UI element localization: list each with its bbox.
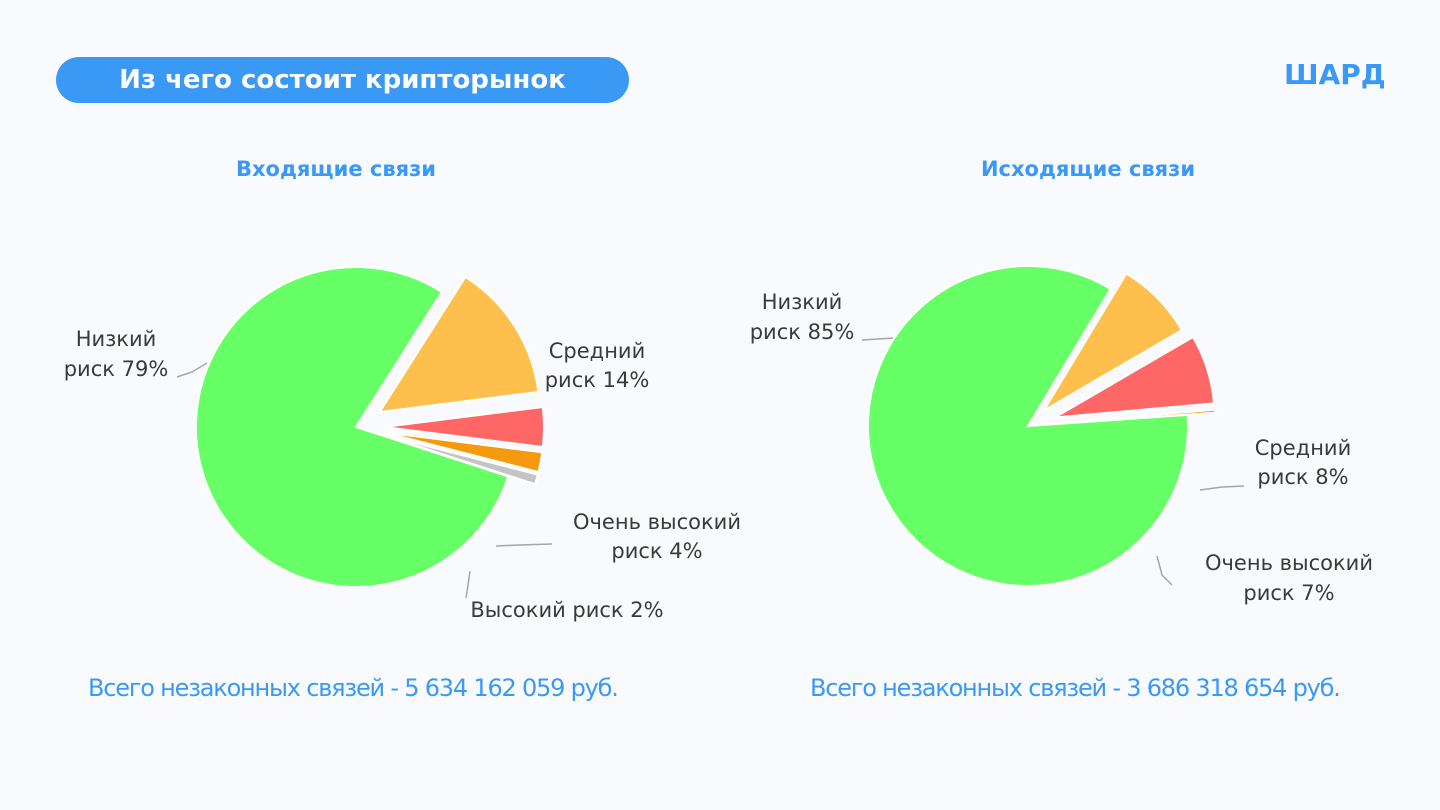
pie-slice-0-1 bbox=[377, 275, 540, 414]
pie-slice-0-3 bbox=[383, 431, 544, 474]
pie-slice-0-0 bbox=[195, 266, 510, 588]
outgoing-total: Всего незаконных связей - 3 686 318 654 … bbox=[810, 674, 1341, 702]
incoming-chart-title: Входящие связи bbox=[235, 157, 437, 181]
leader-line-0-0 bbox=[176, 362, 208, 378]
slice-label-0-0-line-1: риск 79% bbox=[64, 357, 169, 381]
incoming-pie: Низкий риск 79% Средний риск 14% Очень высок… bbox=[64, 266, 741, 622]
pie-slice-0-4 bbox=[382, 433, 540, 486]
slice-label-1-1-line-1: риск 8% bbox=[1257, 465, 1348, 489]
outgoing-pie: Низкий риск 85% Средний риск 8% Очень высоки… bbox=[750, 265, 1373, 605]
slice-label-0-2-line-0: Очень высокий bbox=[573, 510, 741, 534]
outgoing-chart-title: Исходящие связи bbox=[980, 157, 1196, 181]
leader-line-1-2 bbox=[1156, 555, 1173, 586]
leader-line-1-0 bbox=[861, 337, 894, 341]
leader-line-0-3 bbox=[465, 570, 471, 599]
slice-label-1-1-line-0: Средний bbox=[1255, 436, 1351, 460]
slice-label-0-0-line-0: Низкий bbox=[76, 327, 157, 351]
incoming-total: Всего незаконных связей - 5 634 162 059 … bbox=[88, 674, 619, 702]
leader-line-1-1 bbox=[1199, 485, 1245, 491]
pie-slice-1-1 bbox=[1042, 272, 1184, 412]
slice-label-0-1-line-1: риск 14% bbox=[545, 368, 650, 392]
logo-text: ШАРД bbox=[1284, 58, 1386, 91]
slice-label-1-0-line-0: Низкий bbox=[762, 290, 843, 314]
shard-logo: ШАРД bbox=[1284, 58, 1386, 91]
slice-label-1-0-line-1: риск 85% bbox=[750, 320, 855, 344]
slice-label-1-2-line-0: Очень высокий bbox=[1205, 551, 1373, 575]
pie-slice-1-3 bbox=[1055, 408, 1217, 425]
pie-slice-0-2 bbox=[383, 405, 545, 449]
slice-label-0-2-line-1: риск 4% bbox=[611, 539, 702, 563]
slice-label-0-1-line-0: Средний bbox=[549, 339, 645, 363]
page-title: Из чего состоит крипторынок bbox=[56, 57, 629, 103]
pie-slice-1-0 bbox=[867, 265, 1189, 587]
leader-line-0-2 bbox=[495, 543, 553, 547]
slice-label-1-2-line-1: риск 7% bbox=[1243, 581, 1334, 605]
pie-slice-1-2 bbox=[1054, 335, 1216, 419]
slice-label-0-3-line-0: Высокий риск 2% bbox=[470, 598, 663, 622]
